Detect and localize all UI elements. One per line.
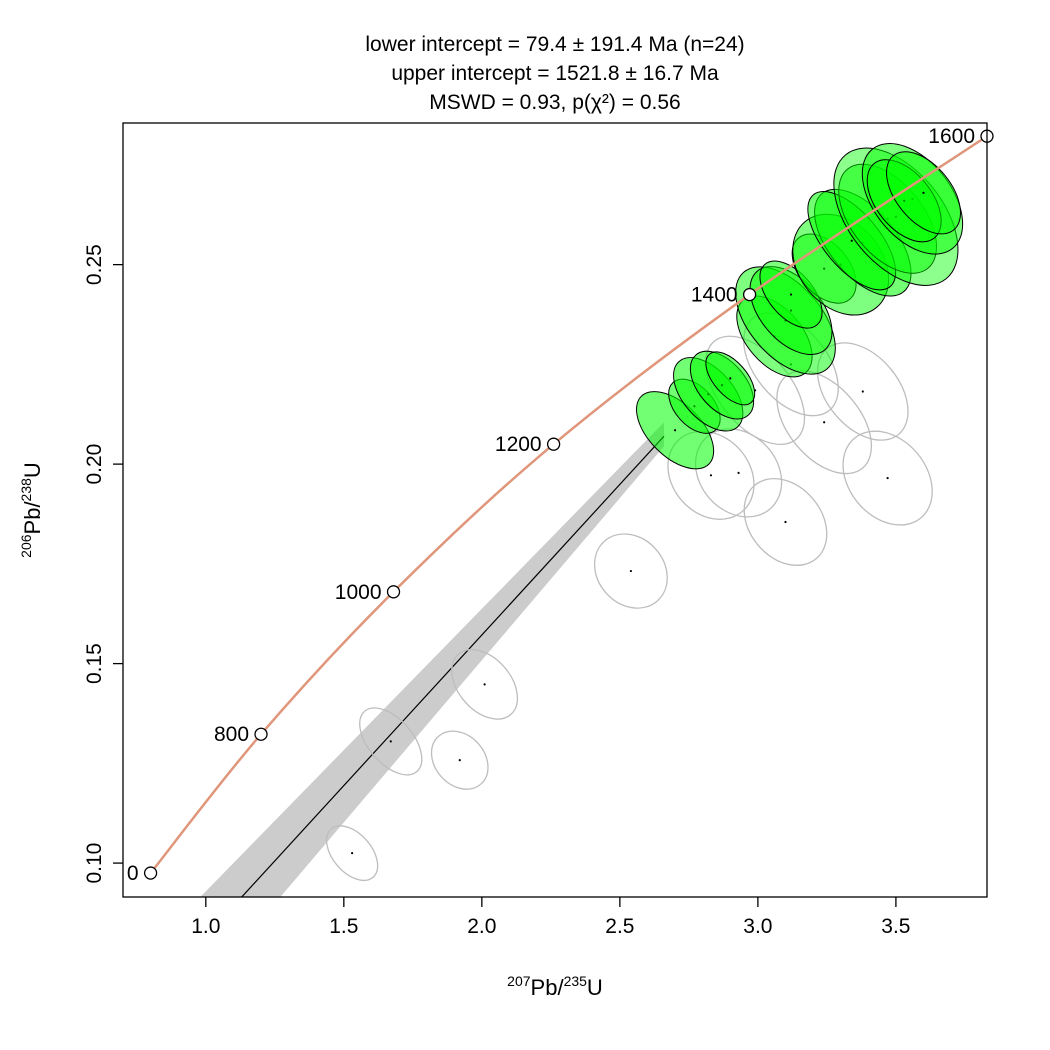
y-tick-label-0.20: 0.20 (83, 444, 106, 485)
y-tick-label-0.25: 0.25 (83, 244, 106, 285)
rejected-point-12 (886, 476, 889, 480)
y-tick-label-0.10: 0.10 (83, 843, 106, 884)
x-tick-label-3.0: 3.0 (743, 915, 772, 938)
rejected-ellipse-1 (359, 707, 423, 776)
accepted-ellipses (636, 143, 964, 470)
age-label-0: 0 (127, 862, 139, 885)
rejected-point-3 (483, 683, 486, 686)
rejected-ellipse-12 (842, 430, 933, 526)
age-marker-1400 (742, 287, 757, 302)
rejected-ellipse-3 (451, 649, 519, 720)
age-marker-0 (143, 866, 158, 880)
y-axis-label-sup2: 238 (18, 478, 34, 502)
x-tick-label-2.5: 2.5 (605, 915, 634, 938)
rejected-ellipse-2 (430, 730, 489, 790)
title-line-2: upper intercept = 1521.8 ± 16.7 Ma (391, 62, 719, 85)
rejected-point-11 (861, 390, 864, 393)
y-tick-label-0.15: 0.15 (83, 643, 106, 684)
y-axis-label-sup1: 206 (18, 534, 34, 558)
title-line-1: lower intercept = 79.4 ± 191.4 Ma (n=24) (365, 33, 744, 56)
rejected-point-2 (458, 759, 461, 762)
rejected-ellipse-9 (743, 477, 828, 566)
age-label-1200: 1200 (495, 433, 542, 456)
plot-frame (122, 122, 988, 898)
title-line-3: MSWD = 0.93, p(χ²) = 0.56 (429, 91, 680, 114)
x-axis: 1.0 1.5 2.0 2.5 3.0 3.5 (191, 897, 911, 938)
x-tick-label-3.5: 3.5 (881, 915, 910, 938)
age-label-1600: 1600 (928, 125, 975, 148)
accepted-point-0 (673, 429, 677, 432)
concordia-curve (149, 135, 987, 874)
accepted-point-12 (850, 239, 853, 242)
accepted-point-4 (729, 377, 732, 380)
age-label-800: 800 (214, 723, 249, 746)
y-axis: 0.10 0.15 0.20 0.25 (83, 244, 123, 884)
rejected-point-6 (737, 471, 740, 474)
age-marker-800 (254, 727, 268, 741)
age-marker-1200 (546, 437, 561, 451)
rejected-point-5 (709, 474, 713, 477)
x-axis-label-base2: U (587, 975, 603, 1000)
rejected-point-4 (629, 569, 633, 573)
x-axis-label-sup2: 235 (564, 973, 588, 989)
y-axis-label-base1: Pb/ (20, 501, 45, 535)
x-tick-label-1.0: 1.0 (191, 915, 220, 938)
concordia-age-markers: 0 800 1000 1200 1400 1600 (127, 125, 994, 885)
rejected-point-0 (351, 852, 354, 855)
accepted-point-17 (922, 191, 925, 194)
rejected-point-9 (784, 520, 787, 524)
rejected-point-10 (823, 421, 826, 424)
discordia-line (241, 435, 665, 897)
rejected-ellipses (325, 312, 933, 881)
chart-title: lower intercept = 79.4 ± 191.4 Ma (n=24)… (365, 33, 744, 114)
age-label-1000: 1000 (335, 581, 382, 604)
accepted-point-8 (789, 293, 793, 296)
age-marker-1000 (386, 585, 401, 599)
discordia-error-band (200, 422, 665, 897)
x-axis-label: 207Pb/235U (507, 973, 603, 1000)
plot-content (149, 135, 987, 897)
x-tick-label-1.5: 1.5 (329, 915, 358, 938)
rejected-ellipse-0 (325, 825, 379, 881)
x-axis-label-sup1: 207 (507, 973, 531, 989)
rejected-ellipse-4 (593, 533, 668, 609)
rejected-point-1 (389, 740, 392, 743)
y-axis-label: 206Pb/238U (18, 462, 45, 558)
y-axis-label-base2: U (20, 462, 45, 478)
x-axis-label-base1: Pb/ (531, 975, 565, 1000)
x-tick-label-2.0: 2.0 (467, 915, 496, 938)
age-label-1400: 1400 (691, 284, 738, 307)
